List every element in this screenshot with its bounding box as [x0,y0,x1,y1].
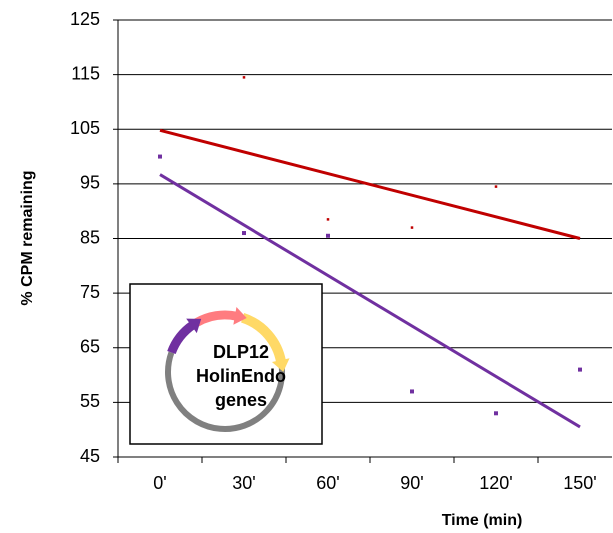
y-tick-label: 105 [70,118,100,138]
y-tick-label: 55 [80,391,100,411]
trend-line [159,173,581,429]
point [578,367,582,372]
y-tick-label: 95 [80,173,100,193]
y-tick-label: 115 [71,63,100,83]
y-tick-label: 45 [80,446,100,466]
point [410,389,414,394]
x-tick-label: 60' [316,473,339,493]
point [410,226,414,229]
x-tick-label: 30' [232,473,255,493]
point [158,154,162,159]
y-tick-label: 75 [80,282,100,302]
y-axis-title: % CPM remaining [19,170,36,305]
x-tick-label: 90' [400,473,423,493]
gene-arrowhead [233,307,247,325]
gene-arc [240,313,287,364]
gene-arrowhead [271,358,290,372]
trend-line [159,128,581,240]
inset-label: DLP12 [213,342,269,362]
plasmid-backbone [165,351,285,432]
point [242,76,246,79]
y-tick-label: 65 [80,337,100,357]
x-tick-label: 150' [563,473,596,493]
point [242,231,246,236]
gene-arrowhead [186,318,202,334]
inset-box [129,283,323,445]
x-tick-label: 120' [479,473,512,493]
point [326,218,330,221]
gene-arc [167,321,196,355]
point [494,411,498,416]
y-tick-label: 85 [80,227,100,247]
point [326,233,330,238]
point [494,185,498,188]
x-axis-title: Time (min) [442,512,523,529]
inset-label: genes [215,390,267,410]
x-tick-label: 0' [153,473,166,493]
inset-label: HolinEndo [196,366,286,386]
y-tick-label: 125 [70,9,100,29]
